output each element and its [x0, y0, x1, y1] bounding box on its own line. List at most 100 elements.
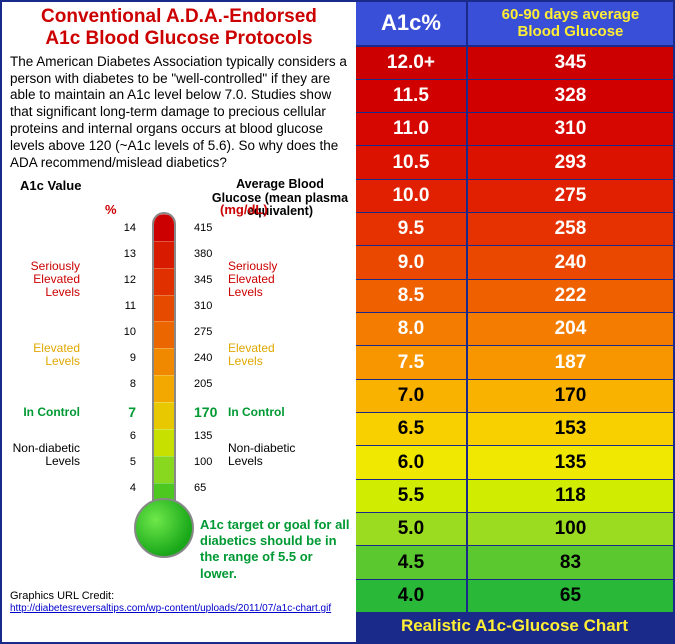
cell-a1c: 12.0+ — [356, 47, 468, 79]
table-row: 9.5258 — [356, 213, 673, 246]
zone-label-right: Non-diabetic Levels — [228, 442, 298, 468]
tick-left: 13 — [118, 248, 136, 260]
tick-right: 100 — [194, 456, 222, 468]
main-title: Conventional A.D.A.-Endorsed A1c Blood G… — [10, 6, 348, 50]
zone-label-left: Elevated Levels — [10, 342, 80, 368]
tick-left: 14 — [118, 222, 136, 234]
data-table: 12.0+34511.532811.031010.529310.02759.52… — [356, 47, 673, 613]
tick-right: 345 — [194, 274, 222, 286]
cell-a1c: 11.5 — [356, 80, 468, 112]
table-row: 5.5118 — [356, 480, 673, 513]
tick-left: 7 — [118, 404, 136, 420]
tick-right: 240 — [194, 352, 222, 364]
tick-left: 4 — [118, 482, 136, 494]
cell-glucose: 170 — [468, 380, 673, 412]
cell-glucose: 345 — [468, 47, 673, 79]
cell-a1c: 10.5 — [356, 146, 468, 178]
tube-segment — [154, 321, 174, 348]
cell-a1c: 9.5 — [356, 213, 468, 245]
zone-label-right: Elevated Levels — [228, 342, 298, 368]
cell-a1c: 5.5 — [356, 480, 468, 512]
tube-segment — [154, 456, 174, 483]
table-row: 12.0+345 — [356, 47, 673, 80]
tube-segment — [154, 268, 174, 295]
cell-glucose: 83 — [468, 546, 673, 578]
thermometer-bulb — [134, 498, 194, 558]
cell-glucose: 240 — [468, 246, 673, 278]
cell-glucose: 153 — [468, 413, 673, 445]
table-row: 10.0275 — [356, 180, 673, 213]
table-row: 6.5153 — [356, 413, 673, 446]
table-row: 7.5187 — [356, 346, 673, 379]
cell-a1c: 11.0 — [356, 113, 468, 145]
table-row: 10.5293 — [356, 146, 673, 179]
tick-left: 10 — [118, 326, 136, 338]
cell-a1c: 4.0 — [356, 580, 468, 612]
cell-a1c: 6.5 — [356, 413, 468, 445]
tick-left: 8 — [118, 378, 136, 390]
table-row: 6.0135 — [356, 446, 673, 479]
cell-a1c: 9.0 — [356, 246, 468, 278]
cell-glucose: 118 — [468, 480, 673, 512]
tube-segment — [154, 402, 174, 429]
tick-left: 11 — [118, 300, 136, 312]
table-row: 7.0170 — [356, 380, 673, 413]
table-row: 11.5328 — [356, 80, 673, 113]
tick-right: 135 — [194, 430, 222, 442]
table-row: 9.0240 — [356, 246, 673, 279]
right-panel: A1c% 60-90 days average Blood Glucose 12… — [356, 2, 673, 642]
tube-segment — [154, 348, 174, 375]
mgdl-label: (mg/dL) — [220, 202, 268, 217]
credit-label: Graphics URL Credit: — [10, 590, 114, 602]
zone-label-left: Non-diabetic Levels — [10, 442, 80, 468]
cell-a1c: 6.0 — [356, 446, 468, 478]
title-line-2: A1c Blood Glucose Protocols — [45, 28, 312, 49]
thermometer-zone: A1c Value Average Blood Glucose (mean pl… — [10, 178, 348, 588]
cell-glucose: 293 — [468, 146, 673, 178]
cell-glucose: 258 — [468, 213, 673, 245]
cell-glucose: 65 — [468, 580, 673, 612]
cell-a1c: 4.5 — [356, 546, 468, 578]
zone-label-left: Seriously Elevated Levels — [10, 260, 80, 300]
header-a1c: A1c% — [356, 2, 468, 45]
tube-segment — [154, 214, 174, 241]
cell-glucose: 100 — [468, 513, 673, 545]
percent-label: % — [105, 202, 117, 217]
cell-glucose: 275 — [468, 180, 673, 212]
table-row: 11.0310 — [356, 113, 673, 146]
chart-footer: Realistic A1c-Glucose Chart — [356, 612, 673, 642]
left-panel: Conventional A.D.A.-Endorsed A1c Blood G… — [2, 2, 356, 642]
infographic-container: Conventional A.D.A.-Endorsed A1c Blood G… — [0, 0, 675, 644]
zone-label-right: Seriously Elevated Levels — [228, 260, 298, 300]
credit-link[interactable]: http://diabetesreversaltips.com/wp-conte… — [10, 603, 331, 614]
table-row: 4.065 — [356, 580, 673, 612]
thermometer-tube — [152, 212, 176, 512]
cell-glucose: 310 — [468, 113, 673, 145]
table-row: 8.0204 — [356, 313, 673, 346]
tick-right: 415 — [194, 222, 222, 234]
tick-right: 170 — [194, 404, 222, 420]
thermometer — [140, 212, 188, 572]
header-blood-glucose: 60-90 days average Blood Glucose — [468, 2, 673, 45]
goal-text: A1c target or goal for all diabetics sho… — [200, 517, 350, 582]
cell-a1c: 10.0 — [356, 180, 468, 212]
tube-segment — [154, 241, 174, 268]
table-header-row: A1c% 60-90 days average Blood Glucose — [356, 2, 673, 47]
tick-right: 380 — [194, 248, 222, 260]
tick-right: 205 — [194, 378, 222, 390]
tick-left: 9 — [118, 352, 136, 364]
tube-segment — [154, 295, 174, 322]
cell-glucose: 222 — [468, 280, 673, 312]
cell-glucose: 204 — [468, 313, 673, 345]
tube-segment — [154, 429, 174, 456]
tick-right: 275 — [194, 326, 222, 338]
tick-left: 6 — [118, 430, 136, 442]
title-line-1: Conventional A.D.A.-Endorsed — [41, 6, 317, 27]
graphics-credit: Graphics URL Credit: http://diabetesreve… — [10, 590, 348, 614]
tube-segment — [154, 375, 174, 402]
header-bg-line1: 60-90 days average — [502, 6, 640, 23]
zone-label-left: In Control — [10, 406, 80, 419]
body-text: The American Diabetes Association typica… — [10, 54, 348, 172]
cell-a1c: 8.0 — [356, 313, 468, 345]
zone-label-right: In Control — [228, 406, 298, 419]
